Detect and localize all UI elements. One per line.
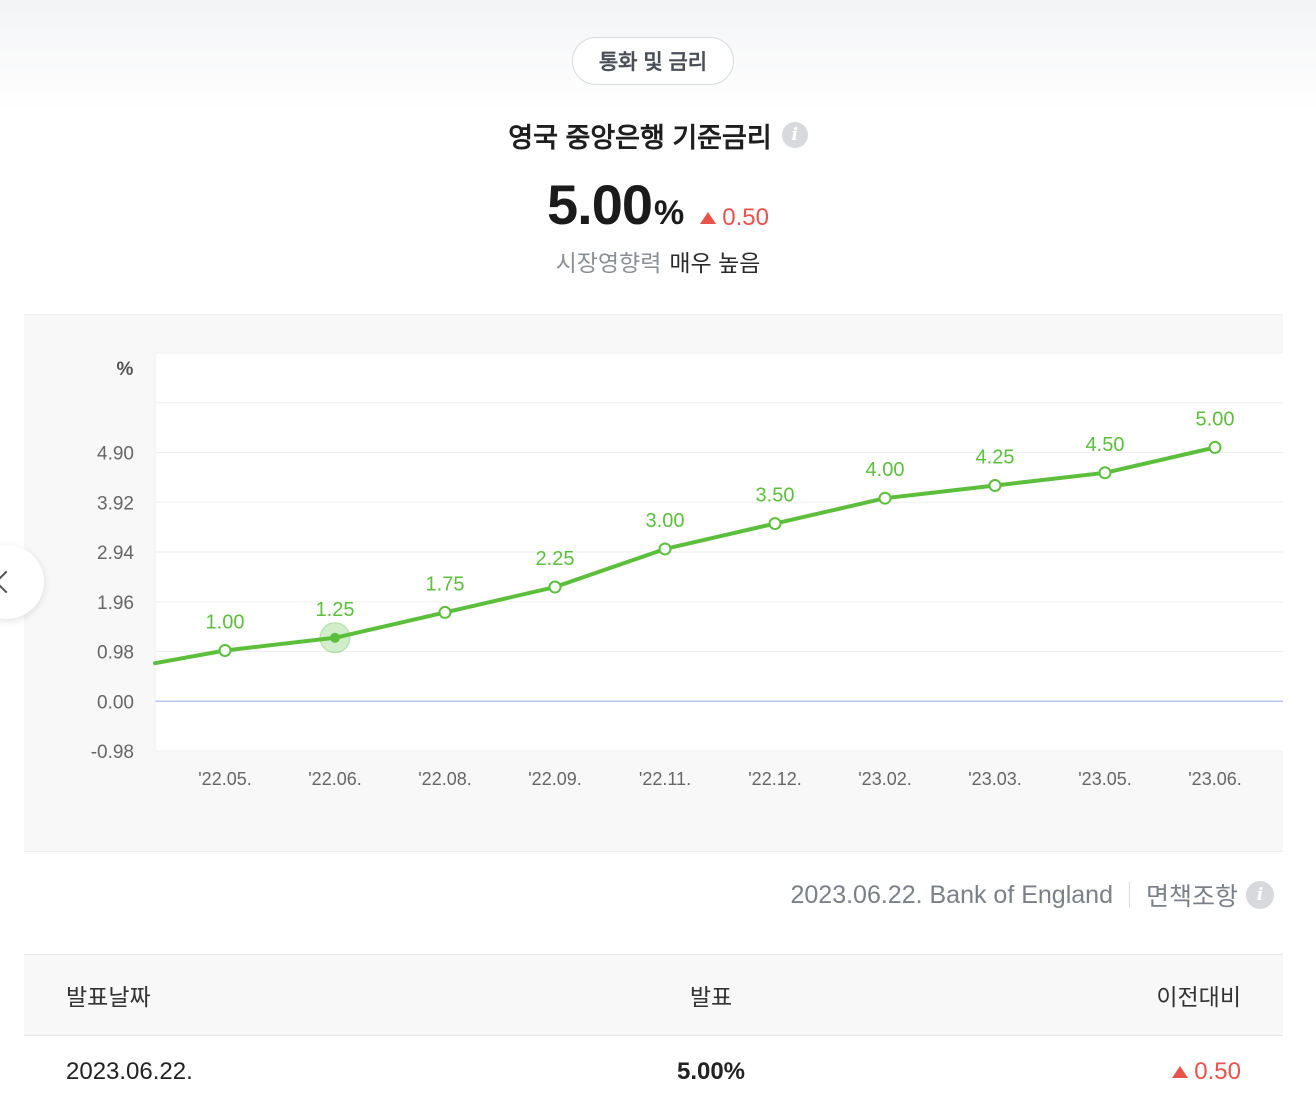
y-tick-label: 0.00 bbox=[97, 692, 134, 713]
data-label: 1.75 bbox=[426, 573, 465, 595]
x-tick-label: '22.09. bbox=[528, 769, 581, 789]
data-label: 4.25 bbox=[976, 446, 1015, 468]
data-label: 2.25 bbox=[536, 548, 575, 570]
x-tick-label: '23.02. bbox=[858, 769, 911, 789]
disclaimer-link[interactable]: 면책조항 bbox=[1145, 883, 1238, 911]
y-tick-label: 4.90 bbox=[97, 444, 134, 465]
chart-container: % 4.90 3.92 2.94 1.96 0.98 0.00 -0.98 '22.05. '22… bbox=[24, 314, 1283, 852]
triangle-up-icon bbox=[1172, 1066, 1189, 1078]
disclaimer-info-icon[interactable]: i bbox=[1246, 881, 1274, 909]
header-date: 발표날짜 bbox=[66, 984, 151, 1010]
change-value: 0.50 bbox=[722, 204, 769, 231]
row-change-value: 0.50 bbox=[1194, 1058, 1241, 1085]
data-point bbox=[548, 580, 562, 594]
current-value-unit: % bbox=[654, 194, 685, 232]
header-change: 이전대비 bbox=[1156, 984, 1241, 1010]
chevron-left-icon bbox=[0, 570, 18, 594]
y-tick-label: 3.92 bbox=[97, 493, 134, 514]
announcement-table: 발표날짜 발표 이전대비 2023.06.22. 5.00% 0.50 bbox=[24, 954, 1283, 1108]
data-label: 3.00 bbox=[646, 510, 685, 532]
info-icon[interactable]: i bbox=[781, 122, 808, 148]
current-value: 5.00 bbox=[547, 173, 653, 236]
x-tick-label: '22.06. bbox=[308, 769, 361, 789]
y-tick-label: 1.96 bbox=[97, 593, 134, 614]
data-label: 1.25 bbox=[316, 599, 355, 621]
y-tick-label: -0.98 bbox=[91, 742, 134, 763]
data-point bbox=[988, 478, 1002, 492]
data-label: 3.50 bbox=[756, 485, 795, 507]
market-impact-value: 매우 높음 bbox=[669, 250, 761, 276]
data-point bbox=[438, 605, 452, 619]
data-point bbox=[658, 542, 672, 556]
rate-line-chart: % 4.90 3.92 2.94 1.96 0.98 0.00 -0.98 '22.05. '22… bbox=[91, 352, 1283, 789]
x-tick-label: '22.11. bbox=[639, 769, 691, 789]
table-header: 발표날짜 발표 이전대비 bbox=[24, 955, 1283, 1036]
data-label: 4.00 bbox=[866, 459, 905, 481]
data-label: 4.50 bbox=[1086, 434, 1125, 456]
x-tick-label: '22.05. bbox=[198, 769, 251, 789]
data-point bbox=[768, 517, 782, 531]
header-value: 발표 bbox=[689, 984, 733, 1010]
row-change: 0.50 bbox=[1172, 1058, 1241, 1086]
data-label: 1.00 bbox=[206, 611, 245, 633]
x-tick-label: '23.05. bbox=[1078, 769, 1131, 789]
data-point bbox=[878, 491, 892, 505]
data-point-highlighted bbox=[330, 632, 340, 643]
row-date: 2023.06.22. bbox=[66, 1058, 193, 1085]
indicator-title-row: 영국 중앙은행 기준금리 i bbox=[0, 113, 1316, 157]
x-tick-label: '23.03. bbox=[968, 769, 1021, 789]
category-label: 통화 및 금리 bbox=[598, 51, 708, 74]
data-point bbox=[1208, 440, 1222, 454]
row-value: 5.00% bbox=[676, 1058, 746, 1085]
divider bbox=[1128, 882, 1130, 908]
table-row: 2023.06.22. 5.00% 0.50 bbox=[24, 1036, 1283, 1108]
market-impact-label: 시장영향력 bbox=[555, 250, 662, 276]
current-value-row: 5.00 % 0.50 bbox=[0, 172, 1316, 242]
triangle-up-icon bbox=[700, 212, 717, 224]
change-indicator: 0.50 bbox=[700, 204, 769, 232]
category-chip[interactable]: 통화 및 금리 bbox=[572, 37, 734, 85]
source-info: 2023.06.22. Bank of England 면책조항 i bbox=[790, 876, 1274, 914]
data-label: 5.00 bbox=[1196, 408, 1235, 430]
y-tick-label: 2.94 bbox=[97, 543, 134, 564]
y-tick-label: 0.98 bbox=[97, 643, 134, 664]
source-text: 2023.06.22. Bank of England bbox=[790, 880, 1113, 909]
market-impact: 시장영향력 매우 높음 bbox=[0, 244, 1316, 278]
x-tick-label: '22.08. bbox=[418, 769, 471, 789]
data-point bbox=[218, 643, 232, 657]
data-point bbox=[1098, 466, 1112, 480]
indicator-title: 영국 중앙은행 기준금리 bbox=[508, 122, 772, 153]
y-axis-unit: % bbox=[117, 359, 134, 380]
x-tick-label: '23.06. bbox=[1188, 769, 1241, 789]
x-tick-label: '22.12. bbox=[748, 769, 801, 789]
